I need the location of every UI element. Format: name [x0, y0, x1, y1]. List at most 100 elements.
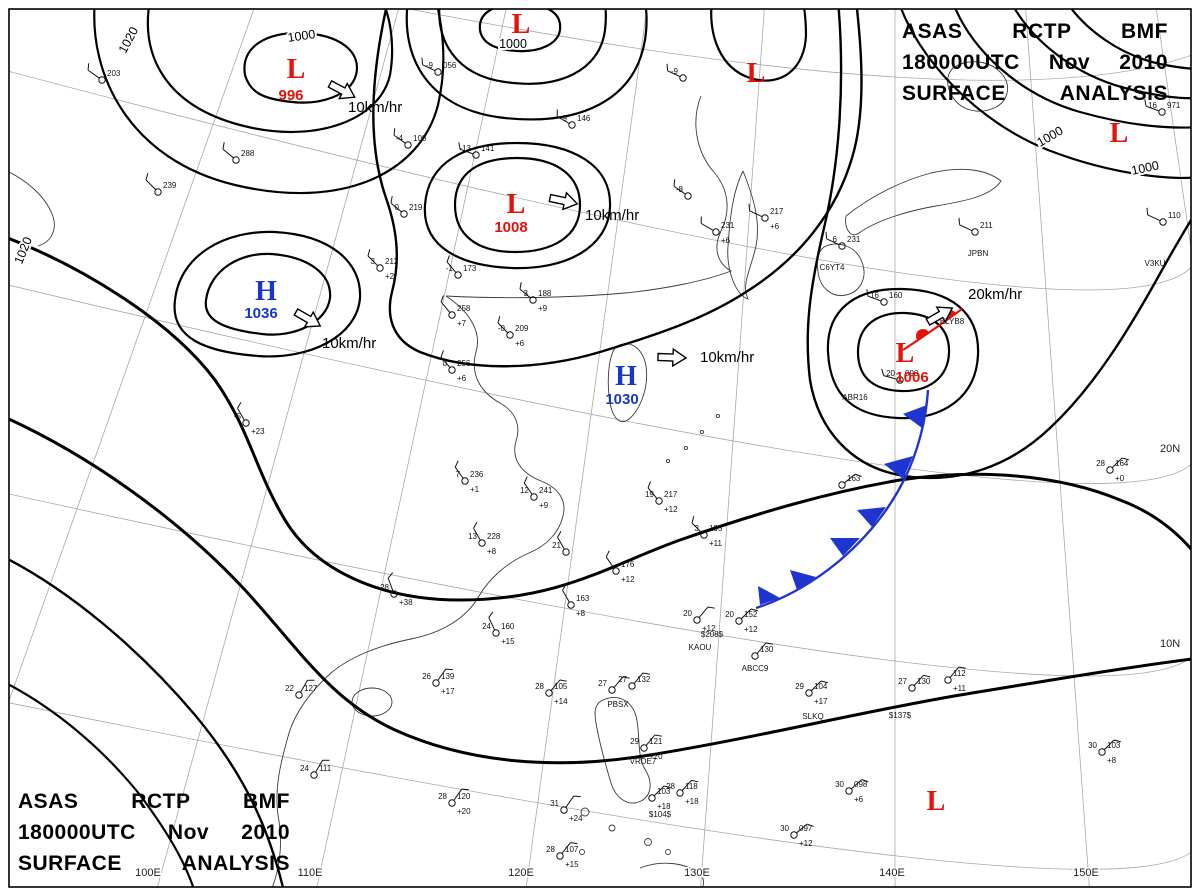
- station-tendency: +1: [470, 485, 480, 494]
- wind-barb-feather: [958, 666, 966, 669]
- station-pressure: 120: [457, 792, 471, 801]
- station-tendency: +18: [685, 797, 699, 806]
- wind-barb-feather: [557, 530, 562, 538]
- wind-barb-feather: [570, 842, 578, 845]
- isobar-label: 1000: [499, 37, 527, 51]
- station-pressure: 228: [487, 532, 501, 541]
- coastline-taiwan: [607, 343, 648, 423]
- chart-id: ASAS RCTP BMF: [902, 20, 1168, 43]
- ship-id-label: VRDE7: [630, 757, 657, 766]
- wind-barb: [647, 487, 658, 499]
- wind-barb-feather: [923, 674, 931, 678]
- wind-barb: [454, 466, 464, 479]
- station-tendency: +18: [657, 802, 671, 811]
- pressure-center-value: 1006: [895, 369, 928, 386]
- isobar-path: [9, 558, 285, 887]
- wind-barb-feather: [654, 734, 662, 737]
- station-tendency: +14: [554, 697, 568, 706]
- isobar-path: [1070, 9, 1191, 70]
- station-circle: [944, 676, 952, 684]
- island: [715, 413, 721, 419]
- pressure-center-l: L: [512, 9, 531, 40]
- station-plot: 110: [1146, 207, 1181, 226]
- station-temperature: -9: [426, 61, 434, 70]
- station-plot: 16 971: [1144, 99, 1181, 116]
- station-circle: [454, 271, 462, 279]
- station-circle: [567, 601, 575, 609]
- station-plot: 163 +8: [562, 583, 590, 618]
- station-temperature: 16: [870, 291, 879, 300]
- wind-barb: [550, 679, 561, 691]
- pressure-center-symbol: L: [287, 54, 306, 85]
- station-circle: [693, 616, 701, 624]
- station-circle: [684, 192, 692, 200]
- meridian-line: [525, 9, 648, 887]
- longitude-label: 110E: [298, 867, 323, 879]
- station-pressure: 141: [481, 144, 495, 153]
- station-plot: 20 152 +12: [725, 608, 758, 634]
- wind-barb: [681, 780, 692, 791]
- wind-barb-feather: [1113, 739, 1121, 743]
- longitude-label: 140E: [879, 867, 905, 879]
- latitude-line: [9, 702, 1191, 870]
- meridian-line: [1155, 9, 1191, 251]
- ship-id-label: ABR16: [842, 393, 868, 402]
- station-circle: [655, 497, 663, 505]
- wind-barb: [453, 788, 463, 801]
- station-tendency: +38: [399, 598, 413, 607]
- station-tendency: +11: [709, 539, 723, 548]
- isobar-path: [9, 683, 195, 887]
- wind-barb-feather: [622, 676, 630, 679]
- meridian-line: [1025, 9, 1090, 887]
- station-temperature: 24: [482, 622, 491, 631]
- station-circle: [735, 617, 743, 625]
- wind-barb: [613, 676, 624, 688]
- station-temperature: 3: [524, 289, 529, 298]
- title-block-top-right: ASAS RCTP BMF 180000UTC Nov 2010 SURFACE…: [902, 16, 1168, 109]
- station-pressure: 112: [953, 669, 966, 678]
- station-pressure: 118: [685, 782, 698, 791]
- pressure-center-symbol: L: [896, 338, 915, 369]
- island: [644, 838, 652, 846]
- station-temperature: 20: [683, 609, 692, 618]
- station-pressure: 195: [709, 524, 723, 533]
- station-circle: [506, 331, 514, 339]
- station-pressure: 211: [980, 221, 993, 230]
- wind-barb: [557, 116, 570, 124]
- cold-front-triangle: [830, 538, 860, 556]
- station-temperature: 30: [1088, 741, 1097, 750]
- station-temperature: 31: [550, 799, 559, 808]
- station-circle: [676, 789, 684, 797]
- isobar-path: [453, 156, 582, 254]
- station-pressure: 090: [905, 369, 919, 378]
- station-circle: [545, 689, 553, 697]
- wind-barb-feather: [748, 203, 751, 211]
- station-pressure: 219: [409, 203, 423, 212]
- station-temperature: 7: [456, 470, 461, 479]
- station-circle: [1158, 108, 1166, 116]
- station-circle: [648, 794, 656, 802]
- station-circle: [242, 419, 250, 427]
- ship-id-label: ELYB8: [940, 317, 965, 326]
- cold-front-triangle: [758, 586, 780, 605]
- station-circle: [232, 156, 240, 164]
- station-circle: [1106, 466, 1114, 474]
- ship-id-label: $137$: [889, 711, 912, 720]
- station-tendency: +15: [501, 637, 515, 646]
- station-pressure: 173: [463, 264, 477, 273]
- isobar-path: [405, 9, 648, 121]
- meridian-line: [700, 9, 765, 887]
- wind-barb-feather: [691, 779, 699, 783]
- station-pressure: 107: [565, 845, 579, 854]
- station-circle: [390, 590, 398, 598]
- wind-barb: [653, 785, 665, 797]
- wind-barb: [565, 795, 575, 808]
- station-pressure: 258: [457, 304, 471, 313]
- cold-front-triangle: [790, 570, 816, 590]
- wind-barb: [605, 556, 615, 569]
- station-pressure: 139: [441, 672, 455, 681]
- station-plot: 203: [87, 63, 121, 84]
- wind-barb: [561, 842, 571, 854]
- isobar-path: [438, 9, 607, 85]
